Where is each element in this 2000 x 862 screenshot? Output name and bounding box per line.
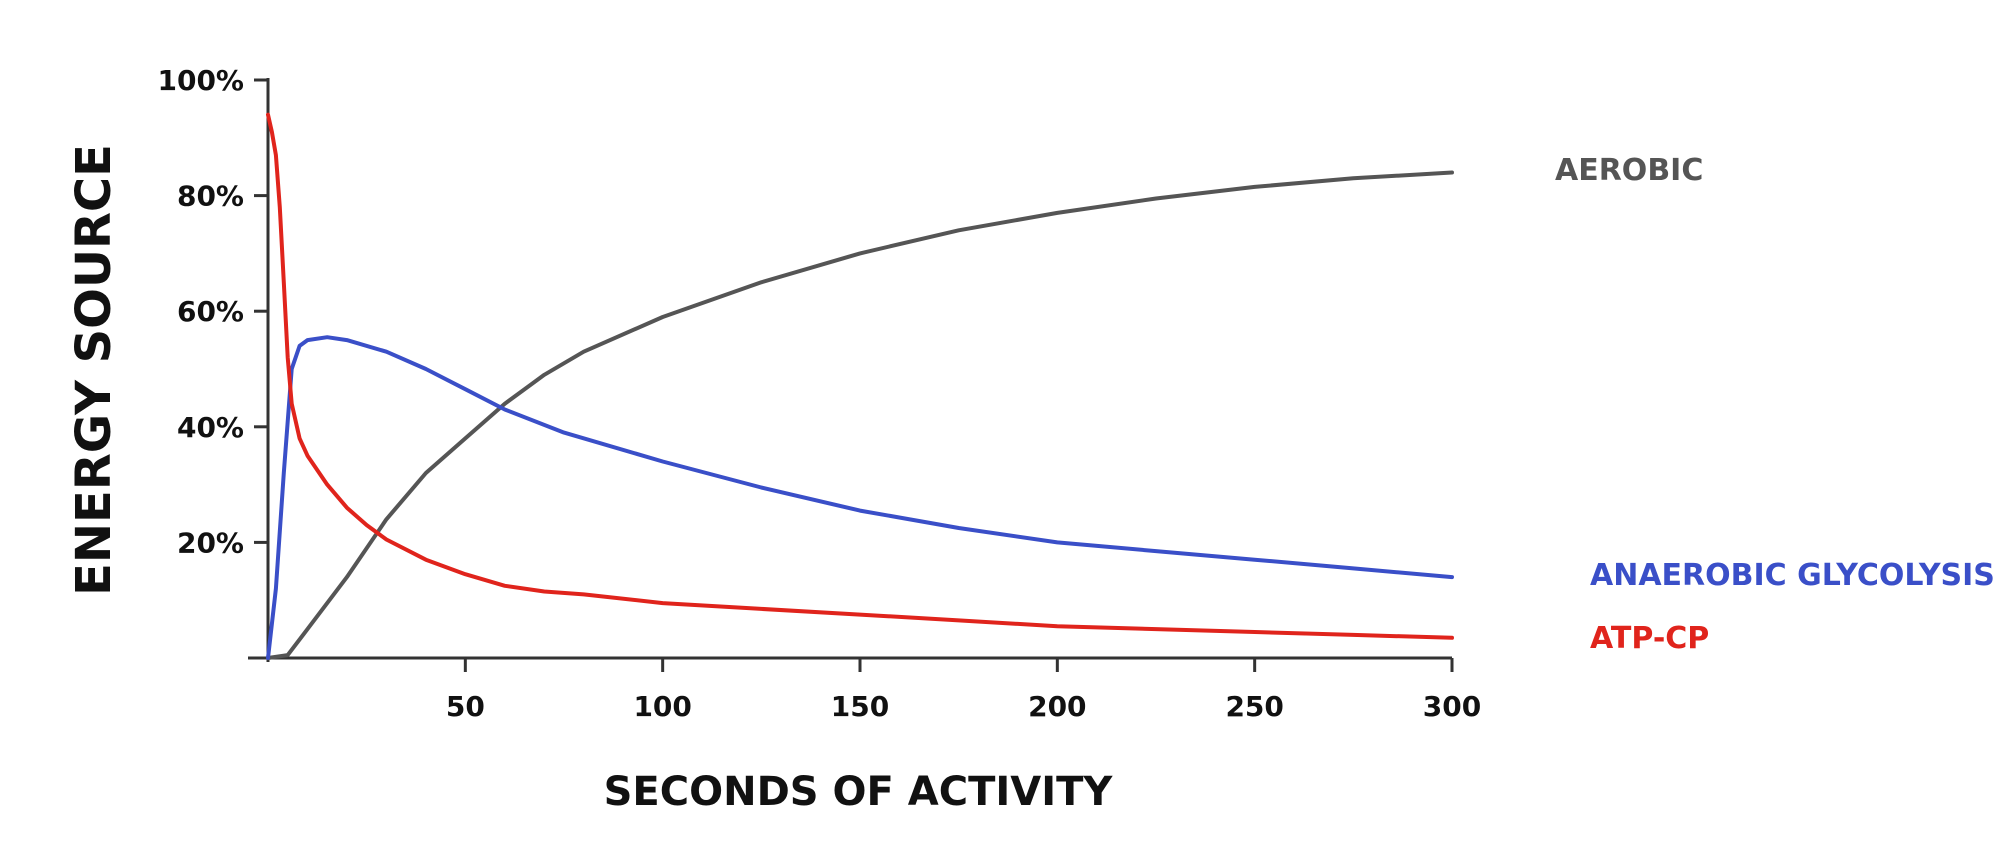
series-line-anaerobic-glycolysis <box>266 335 1454 660</box>
series-label-anaerobic-glycolysis: ANAEROBIC GLYCOLYSIS <box>1590 558 1995 593</box>
x-tick-label: 150 <box>831 690 889 723</box>
series-line-aerobic <box>266 170 1454 660</box>
x-tick-label: 200 <box>1028 690 1086 723</box>
x-tick-label: 100 <box>633 690 691 723</box>
y-tick-label: 80% <box>177 180 244 213</box>
y-tick-label: 40% <box>177 411 244 444</box>
x-tick-label: 50 <box>446 690 485 723</box>
y-tick-label: 100% <box>157 64 244 97</box>
series-label-atp-cp: ATP-CP <box>1590 621 1709 656</box>
y-tick-label: 20% <box>177 526 244 559</box>
axes: 20% 40% 60% 80% 100% 50 100 150 200 250 300 <box>157 64 1481 723</box>
y-axis-label: ENERGY SOURCE <box>66 144 122 596</box>
x-axis-label: SECONDS OF ACTIVITY <box>604 769 1114 815</box>
series-line-atp-cp <box>266 112 1454 640</box>
x-tick-label: 250 <box>1225 690 1283 723</box>
series-label-aerobic: AEROBIC <box>1555 153 1703 188</box>
labels-layer: AEROBIC ANAEROBIC GLYCOLYSIS ATP-CP <box>1555 153 1995 656</box>
x-tick-label: 300 <box>1423 690 1481 723</box>
y-tick-label: 60% <box>177 295 244 328</box>
series-layer <box>266 112 1454 660</box>
